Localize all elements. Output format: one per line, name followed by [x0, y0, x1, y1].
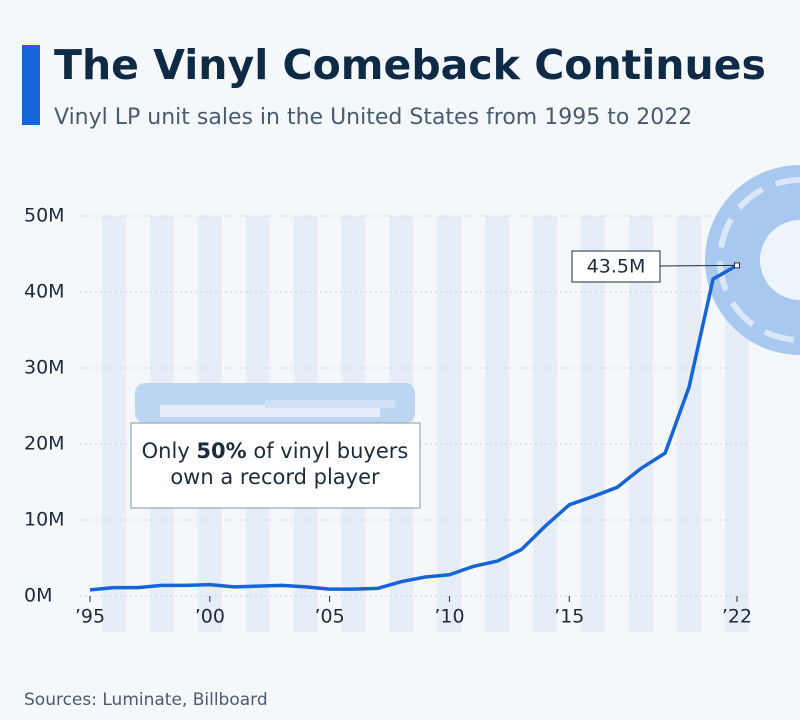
y-tick-label: 0M: [24, 585, 52, 607]
y-tick-label: 10M: [24, 509, 65, 531]
record-decoration: [705, 165, 800, 355]
callout-dot: [734, 262, 740, 269]
annotation-frame: [130, 422, 421, 509]
chart-subtitle: Vinyl LP unit sales in the United States…: [54, 105, 692, 130]
annotation-box: Only 50% of vinyl buyers own a record pl…: [130, 422, 421, 509]
y-tick-label: 50M: [24, 205, 65, 227]
x-tick-label: ’10: [434, 606, 464, 628]
year-stripe: [629, 216, 654, 632]
annotation-text: of vinyl buyers: [247, 439, 409, 463]
year-stripe: [101, 216, 126, 632]
y-tick-label: 30M: [24, 357, 65, 379]
x-tick-label: ’00: [195, 606, 225, 628]
turntable-decoration: [135, 383, 415, 423]
year-stripe: [581, 216, 606, 632]
value-label-box: [571, 250, 661, 283]
x-tick-label: ’22: [722, 606, 752, 628]
x-tick-label: ’05: [315, 606, 345, 628]
title-bar: [22, 45, 40, 125]
x-tick-label: ’95: [75, 606, 105, 628]
y-tick-label: 40M: [24, 281, 65, 303]
annotation-line2: own a record player: [170, 465, 380, 489]
year-stripe: [677, 216, 702, 632]
year-stripe: [437, 216, 462, 632]
x-tick-label: ’15: [554, 606, 584, 628]
year-stripe: [533, 216, 558, 632]
value-label: 43.5M: [587, 256, 646, 278]
annotation-line1: Only 50% of vinyl buyers: [142, 439, 409, 463]
annotation-bold: 50%: [196, 439, 246, 463]
line: [89, 263, 738, 592]
y-tick-label: 20M: [24, 433, 65, 455]
chart-title: The Vinyl Comeback Continues: [54, 41, 766, 89]
annotation-text: Only: [142, 439, 197, 463]
source: Sources: Luminate, Billboard: [24, 690, 268, 710]
year-stripe: [485, 216, 510, 632]
callout-line: [659, 264, 738, 267]
